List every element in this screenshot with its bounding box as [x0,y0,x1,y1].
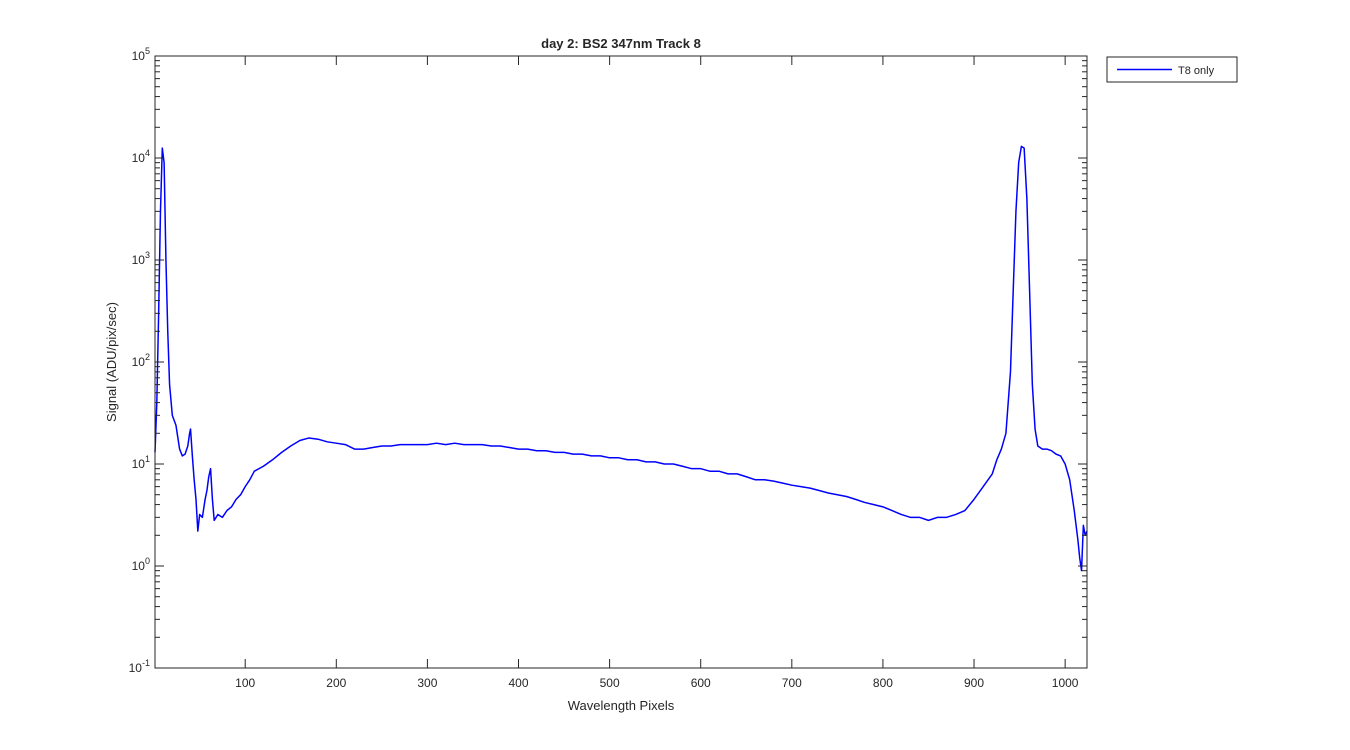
x-tick-label: 200 [326,676,346,690]
y-tick-label: 103 [132,250,150,267]
legend-entry-label: T8 only [1178,65,1215,77]
x-axis-ticks: 100 200 300 400 500 600 700 800 900 1000 [235,56,1079,690]
y-axis-ticks: 10-1 100 101 102 103 104 105 [129,46,1087,675]
x-tick-label: 100 [235,676,255,690]
y-tick-label: 100 [132,556,150,573]
y-tick-label: 10-1 [129,658,150,675]
legend: T8 only [1106,56,1238,83]
x-tick-label: 600 [691,676,711,690]
series-layer [154,145,1088,572]
x-tick-label: 300 [417,676,437,690]
y-tick-label: 102 [132,352,150,369]
x-tick-label: 500 [600,676,620,690]
plot-area [155,56,1087,668]
y-tick-label: 101 [132,454,150,471]
y-axis-label: Signal (ADU/pix/sec) [104,302,119,422]
y-tick-label: 104 [132,148,150,165]
x-tick-label: 700 [782,676,802,690]
y-tick-label: 105 [132,46,150,63]
x-axis-label: Wavelength Pixels [568,698,675,713]
x-tick-label: 900 [964,676,984,690]
x-tick-label: 1000 [1052,676,1079,690]
x-tick-label: 400 [508,676,528,690]
x-tick-label: 800 [873,676,893,690]
series-line-0 [154,145,1088,572]
chart-title: day 2: BS2 347nm Track 8 [541,36,701,51]
